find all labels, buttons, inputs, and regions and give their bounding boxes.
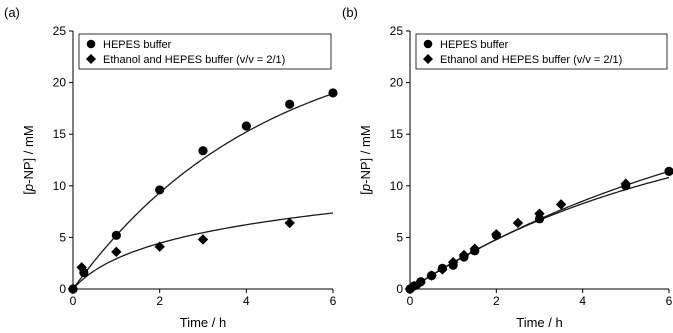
x-tick-label: 6 — [666, 294, 673, 308]
data-point-circle — [111, 230, 121, 240]
legend-box — [78, 33, 332, 70]
y-axis-title-italic: p — [358, 184, 373, 192]
x-tick-label: 2 — [493, 294, 500, 308]
y-axis-title-prefix: [ — [358, 191, 373, 195]
y-tick-label: 5 — [396, 230, 403, 244]
legend-box — [415, 33, 668, 70]
panel-a: (a) 0 5 10 15 20 25 0 2 4 6 Time / h [p-NP] / mM HEP… — [4, 5, 338, 330]
fit-curve-ethanol — [409, 176, 670, 290]
data-point-diamond — [458, 249, 470, 261]
y-tick-label: 10 — [53, 179, 67, 193]
legend-label: HEPES buffer — [103, 39, 172, 51]
y-axis-title-italic: p — [21, 184, 36, 192]
data-point-diamond — [413, 278, 424, 290]
y-tick-label: 15 — [390, 127, 404, 141]
x-tick-label: 0 — [407, 294, 414, 308]
y-tick-label: 15 — [53, 127, 67, 141]
y-tick-label: 20 — [53, 76, 67, 90]
panel-b: (b) 0 5 10 15 20 25 0 2 4 6 Time / h [p-NP] / mM HEP… — [342, 5, 673, 330]
data-point-diamond — [437, 264, 448, 275]
data-point-diamond — [111, 246, 122, 258]
x-axis-title: Time / h — [516, 315, 562, 330]
legend-marker-diamond — [86, 54, 96, 64]
y-axis-title-prefix: [ — [21, 191, 36, 195]
x-axis-title: Time / h — [180, 315, 226, 330]
data-point-diamond — [404, 283, 416, 295]
legend-label: Ethanol and HEPES buffer (v/v = 2/1) — [103, 54, 285, 66]
data-point-circle — [198, 146, 208, 156]
y-tick-label: 0 — [59, 282, 66, 296]
data-point-diamond — [426, 270, 437, 281]
data-point-diamond — [197, 234, 209, 245]
legend-marker-circle — [423, 39, 433, 49]
panel-b-label: (b) — [342, 5, 358, 20]
y-tick-label: 10 — [390, 179, 404, 193]
data-point-diamond — [469, 243, 480, 254]
y-tick-label: 0 — [396, 282, 403, 296]
y-axis-title-suffix: -NP] / mM — [21, 125, 36, 184]
x-tick-label: 0 — [70, 294, 77, 308]
data-point-circle — [155, 185, 165, 195]
data-point-circle — [285, 99, 295, 109]
data-point-diamond — [534, 208, 545, 219]
data-point-diamond — [76, 262, 87, 273]
y-tick-label: 5 — [59, 230, 66, 244]
y-axis-title: [p-NP] / mM — [358, 125, 373, 194]
legend-label: Ethanol and HEPES buffer (v/v = 2/1) — [440, 54, 622, 66]
data-point-circle — [664, 166, 673, 176]
fit-curve-ethanol — [72, 212, 334, 290]
data-point-diamond — [154, 241, 165, 252]
data-point-circle — [328, 88, 338, 98]
y-axis-title: [p-NP] / mM — [21, 125, 36, 194]
panel-a-label: (a) — [4, 5, 20, 20]
y-axis-title-suffix: -NP] / mM — [358, 125, 373, 184]
y-tick-label: 25 — [390, 24, 404, 38]
x-tick-label: 2 — [156, 294, 163, 308]
data-point-diamond — [491, 229, 502, 240]
y-tick-label: 25 — [53, 24, 67, 38]
data-point-diamond — [555, 199, 567, 210]
fit-curve-hepes — [409, 170, 670, 290]
x-tick-label: 4 — [243, 294, 250, 308]
y-tick-label: 20 — [390, 76, 404, 90]
data-point-circle — [241, 121, 251, 131]
data-point-diamond — [447, 256, 459, 268]
legend-marker-diamond — [423, 54, 433, 64]
legend-marker-circle — [86, 39, 96, 49]
data-point-diamond — [67, 283, 79, 295]
data-point-diamond — [512, 217, 524, 229]
data-point-diamond — [284, 217, 295, 229]
legend-label: HEPES buffer — [440, 39, 509, 51]
x-tick-label: 6 — [330, 294, 337, 308]
x-tick-label: 4 — [579, 294, 586, 308]
data-point-diamond — [620, 178, 632, 189]
fit-curve-hepes — [72, 92, 334, 290]
